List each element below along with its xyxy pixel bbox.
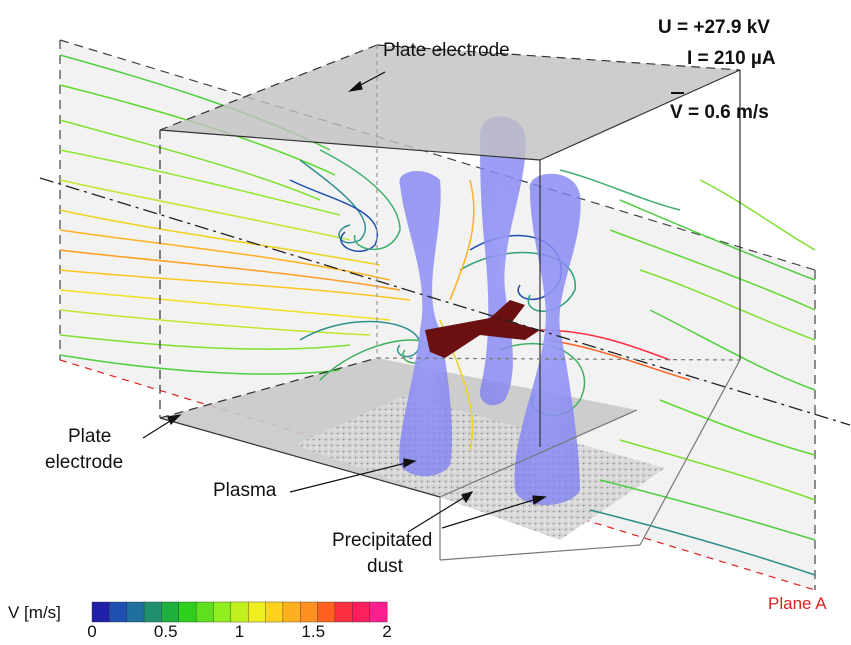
colorbar-segment [213,601,232,623]
colorbar-tick-label: 0.5 [154,622,178,641]
precipitated-dust [295,395,665,540]
centerline-axis [39,177,851,426]
colorbar-tick-label: 0 [87,622,96,641]
colorbar-tick-label: 1 [235,622,244,641]
label-plasma: Plasma [213,480,277,501]
colorbar-segment [247,601,267,623]
streamlines [59,54,816,576]
colorbar [91,601,388,623]
colorbar-segment [126,601,145,623]
colorbar-segment [91,601,110,623]
label-plate-electrode-top: Plate electrode [383,40,510,61]
colorbar-segment [334,601,353,623]
colorbar-segment [317,601,336,623]
plane-a [60,40,815,590]
plasma-column-left [399,170,452,477]
param-voltage: U = +27.9 kV [658,17,770,38]
colorbar-segment [300,601,319,623]
colorbar-segment [265,601,284,623]
param-current: I = 210 µA [687,48,776,69]
param-mean-velocity: V = 0.6 m/s [670,102,769,123]
annotation-arrows [142,71,547,533]
label-plate-electrode-bottom-line2: electrode [45,452,123,473]
colorbar-segment [282,601,301,623]
colorbar-segment [230,601,249,623]
label-precipitated-dust-line2: dust [367,556,404,577]
colorbar-segment [109,601,128,623]
colorbar-tick-label: 1.5 [301,622,325,641]
label-plate-electrode-bottom-line1: Plate [68,426,111,447]
colorbar-tick-label: 2 [382,622,391,641]
discharge-electrode [425,300,540,358]
colorbar-segment [143,601,162,623]
plane-a-top-edge [59,39,816,271]
label-precipitated-dust-line1: Precipitated [332,530,432,551]
colorbar-segment [195,601,214,623]
plasma-column-right [514,173,581,505]
colorbar-segment [161,601,180,623]
colorbar-ticks: 0 0.5 1 1.5 2 [87,622,391,641]
colorbar-segment [369,601,388,623]
electrode-box-outline [159,44,741,561]
colorbar-segment [178,601,197,623]
colorbar-segment [352,601,371,623]
label-plane-a: Plane A [768,594,827,613]
colorbar-label: V [m/s] [8,603,61,622]
